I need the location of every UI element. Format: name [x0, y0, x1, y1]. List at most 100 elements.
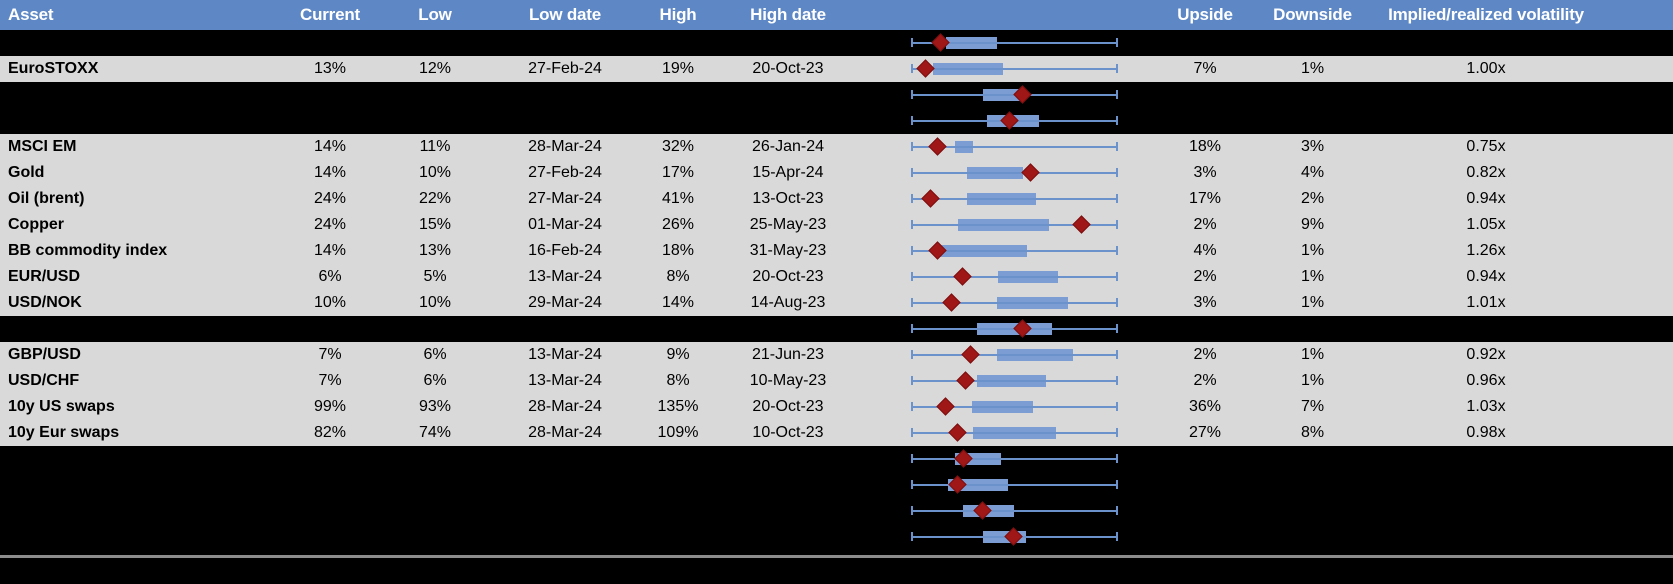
range-boxplot [850, 472, 1155, 498]
cell-irv: 0.75x [1466, 138, 1506, 155]
cell-low-date: 13-Mar-24 [528, 268, 602, 285]
cell-low: 13% [418, 242, 452, 259]
cell-downside: 1% [1300, 268, 1325, 285]
range-boxplot [850, 316, 1155, 342]
cell-irv: 1.00x [1466, 60, 1506, 77]
spacer-boxplot-row [0, 108, 1673, 134]
cell-upside: 3% [1193, 294, 1217, 311]
cell-high-date: 25-May-23 [749, 216, 827, 233]
cell-low: 74% [418, 424, 452, 441]
cell-low-date: 28-Mar-24 [528, 424, 602, 441]
current-level-diamond-marker [920, 189, 940, 208]
boxplot-cap-right [1116, 90, 1118, 99]
asset-row: USD/NOK 10% 10% 29-Mar-24 14% 14-Aug-23 3% 1% 1.… [0, 290, 1673, 316]
cell-high: 135% [657, 398, 699, 415]
boxplot-cap-right [1116, 532, 1118, 541]
cell-low: 93% [418, 398, 452, 415]
cell-high-date: 26-Jan-24 [751, 138, 825, 155]
cell-irv: 1.05x [1466, 216, 1506, 233]
current-level-diamond-marker [947, 423, 967, 442]
cell-current: 14% [313, 242, 347, 259]
cell-asset: BB commodity index [8, 242, 168, 259]
boxplot-cap-left [911, 454, 913, 463]
col-header-high: High [659, 5, 697, 24]
cell-irv: 0.82x [1466, 164, 1506, 181]
cell-asset: MSCI EM [8, 138, 77, 155]
cell-upside: 2% [1193, 372, 1217, 389]
cell-upside: 36% [1188, 398, 1222, 415]
cell-upside: 2% [1193, 216, 1217, 233]
boxplot-cap-right [1116, 168, 1118, 177]
boxplot-cap-left [911, 272, 913, 281]
cell-upside: 3% [1193, 164, 1217, 181]
range-boxplot [850, 238, 1155, 264]
cell-irv: 1.03x [1466, 398, 1506, 415]
cell-asset: USD/NOK [8, 294, 82, 311]
cell-low-date: 01-Mar-24 [528, 216, 602, 233]
boxplot-cap-right [1116, 38, 1118, 47]
current-level-diamond-marker [960, 345, 980, 364]
cell-downside: 1% [1300, 242, 1325, 259]
boxplot-cap-left [911, 376, 913, 385]
col-header-low-date: Low date [528, 5, 602, 24]
cell-low: 6% [423, 372, 447, 389]
boxplot-whisker [912, 354, 1117, 356]
current-level-diamond-marker [1021, 163, 1041, 182]
cell-high-date: 10-May-23 [749, 372, 827, 389]
table-body: EuroSTOXX 13% 12% 27-Feb-24 19% 20-Oct-23 7% 1%… [0, 30, 1673, 550]
range-boxplot [850, 420, 1155, 446]
boxplot-whisker [912, 250, 1117, 252]
cell-low: 22% [418, 190, 452, 207]
boxplot-whisker [912, 510, 1117, 512]
cell-high: 41% [661, 190, 695, 207]
cell-upside: 7% [1193, 60, 1217, 77]
asset-row: USD/CHF 7% 6% 13-Mar-24 8% 10-May-23 2% 1% 0.96x [0, 368, 1673, 394]
boxplot-cap-left [911, 350, 913, 359]
cell-irv: 1.26x [1466, 242, 1506, 259]
cell-irv: 0.98x [1466, 424, 1506, 441]
range-boxplot [850, 56, 1155, 82]
cell-low: 10% [418, 164, 452, 181]
cell-high-date: 31-May-23 [749, 242, 827, 259]
spacer-boxplot-row [0, 316, 1673, 342]
cell-high: 18% [661, 242, 695, 259]
boxplot-cap-left [911, 324, 913, 333]
boxplot-cap-right [1116, 324, 1118, 333]
divider-line [0, 555, 1673, 558]
current-level-diamond-marker [935, 397, 955, 416]
cell-low-date: 16-Feb-24 [528, 242, 602, 259]
range-boxplot [850, 498, 1155, 524]
cell-high: 8% [666, 372, 690, 389]
boxplot-cap-left [911, 220, 913, 229]
boxplot-cap-right [1116, 64, 1118, 73]
asset-row: BB commodity index 14% 13% 16-Feb-24 18% 31-M… [0, 238, 1673, 264]
cell-low-date: 28-Mar-24 [528, 398, 602, 415]
cell-high: 26% [661, 216, 695, 233]
cell-asset: GBP/USD [8, 346, 81, 363]
cell-current: 6% [318, 268, 342, 285]
boxplot-cap-left [911, 298, 913, 307]
col-header-downside: Downside [1273, 5, 1352, 24]
cell-downside: 1% [1300, 60, 1325, 77]
cell-upside: 2% [1193, 268, 1217, 285]
range-boxplot [850, 342, 1155, 368]
cell-current: 14% [313, 138, 347, 155]
col-header-current: Current [300, 5, 360, 24]
cell-downside: 7% [1300, 398, 1325, 415]
boxplot-cap-right [1116, 246, 1118, 255]
cell-downside: 8% [1300, 424, 1325, 441]
cell-low: 6% [423, 346, 447, 363]
boxplot-cap-right [1116, 402, 1118, 411]
asset-row: EuroSTOXX 13% 12% 27-Feb-24 19% 20-Oct-23 7% 1%… [0, 56, 1673, 82]
cell-asset: 10y Eur swaps [8, 424, 120, 441]
cell-high-date: 14-Aug-23 [750, 294, 826, 311]
cell-high-date: 10-Oct-23 [752, 424, 824, 441]
boxplot-whisker [912, 276, 1117, 278]
boxplot-cap-left [911, 38, 913, 47]
boxplot-cap-right [1116, 376, 1118, 385]
cell-high-date: 13-Oct-23 [752, 190, 824, 207]
range-boxplot [850, 394, 1155, 420]
spacer-boxplot-row [0, 472, 1673, 498]
cell-high-date: 20-Oct-23 [752, 268, 824, 285]
